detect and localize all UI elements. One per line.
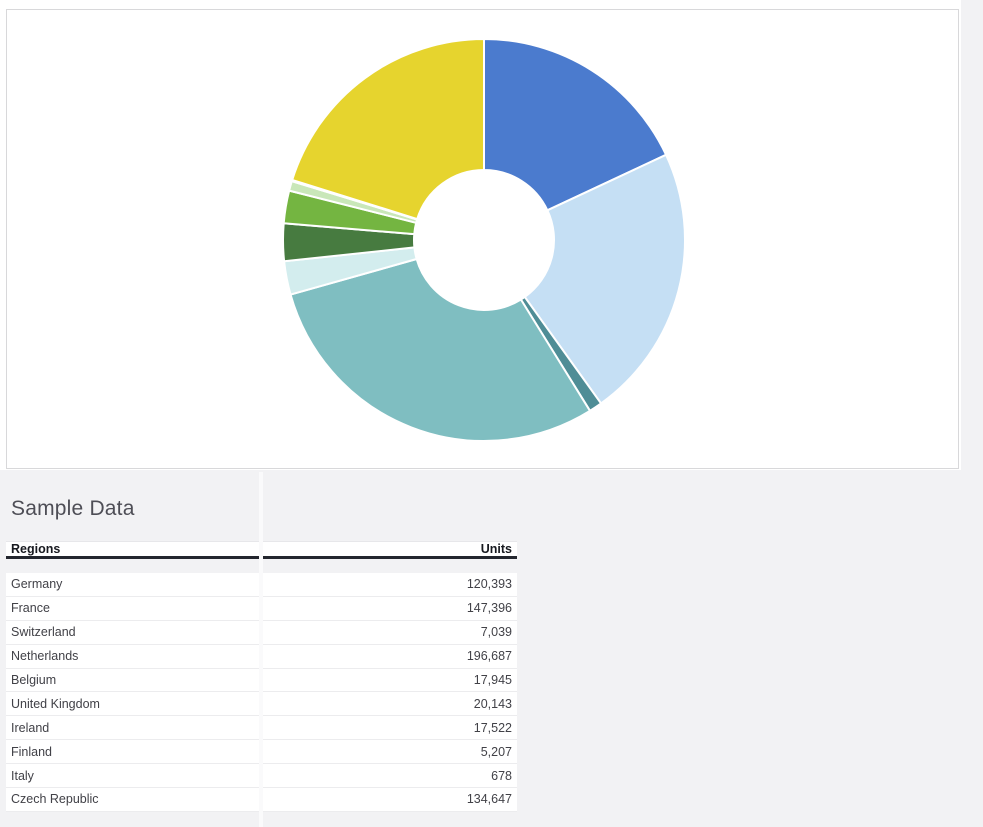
column-gutter-line [259,472,263,827]
units-cell: 7,039 [263,620,517,645]
region-cell: Switzerland [6,620,259,645]
section-title: Sample Data [11,497,135,520]
pie-slice-france[interactable] [523,153,686,405]
sample-data-table: Regions Units Germany 120,393 France 147,39… [6,541,517,812]
units-cell: 120,393 [263,573,517,597]
table-header-row: Regions Units [6,541,517,573]
region-cell: Finland [6,740,259,765]
table-row: Switzerland 7,039 [6,620,517,645]
units-cell: 196,687 [263,644,517,669]
units-cell: 17,945 [263,668,517,693]
data-section: Sample Data Regions Units Germany 120,393… [0,470,983,827]
region-cell: France [6,596,259,621]
table-row: Czech Republic 134,647 [6,788,517,812]
table-row: Belgium 17,945 [6,668,517,693]
table-row: Germany 120,393 [6,573,517,597]
table-row: Finland 5,207 [6,740,517,765]
region-cell: Belgium [6,668,259,693]
units-cell: 5,207 [263,740,517,765]
units-cell: 678 [263,764,517,789]
column-header-units: Units [263,541,517,559]
units-cell: 17,522 [263,716,517,741]
region-cell: Italy [6,764,259,789]
table-row: Netherlands 196,687 [6,644,517,669]
table-row: Italy 678 [6,764,517,789]
column-header-regions: Regions [6,541,259,559]
pie-slice-czech-republic[interactable] [291,38,485,221]
region-cell: Germany [6,573,259,597]
units-cell: 147,396 [263,596,517,621]
units-cell: 134,647 [263,788,517,812]
region-cell: United Kingdom [6,692,259,717]
table-row: Ireland 17,522 [6,716,517,741]
region-cell: Czech Republic [6,788,259,812]
pie-slice-germany[interactable] [483,38,668,212]
chart-panel [0,0,961,470]
units-cell: 20,143 [263,692,517,717]
region-cell: Netherlands [6,644,259,669]
donut-chart [282,38,686,442]
table-row: France 147,396 [6,596,517,621]
pie-slice-netherlands[interactable] [289,258,591,442]
region-cell: Ireland [6,716,259,741]
table-row: United Kingdom 20,143 [6,692,517,717]
table-body: Germany 120,393 France 147,396 Switzerland 7,… [6,573,517,812]
